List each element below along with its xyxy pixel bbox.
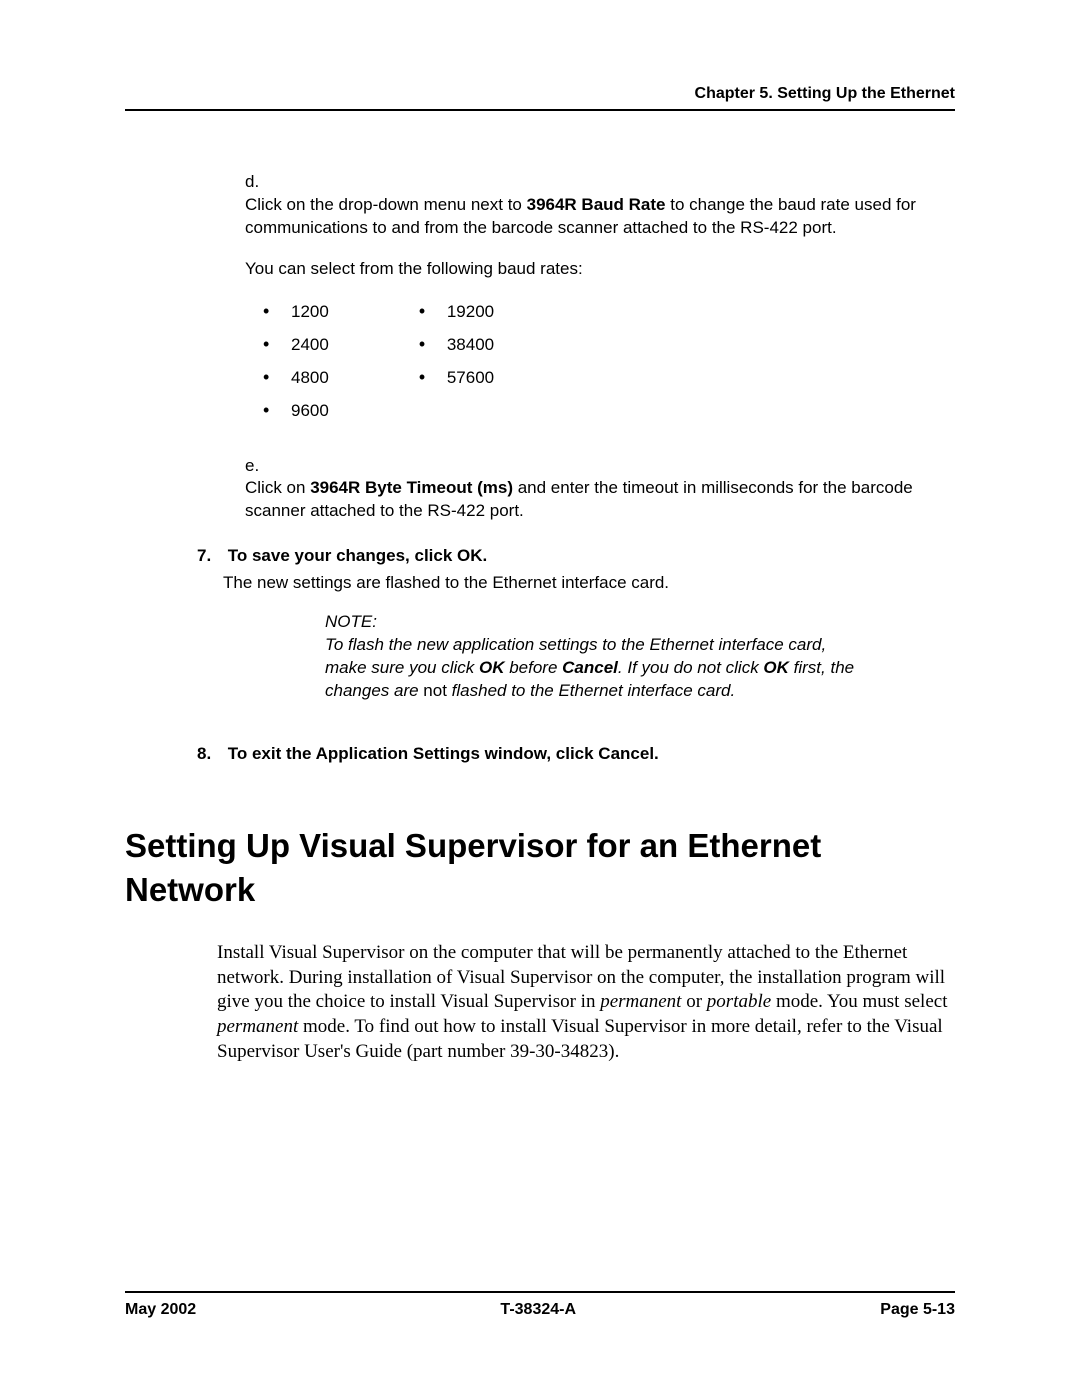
baud-item: 38400 <box>419 332 494 357</box>
note-block: NOTE: To flash the new application setti… <box>325 611 925 703</box>
baud-col-left: 1200 2400 4800 9600 <box>263 299 329 431</box>
substep-e-text: Click on 3964R Byte Timeout (ms) and ent… <box>245 477 923 523</box>
footer-date: May 2002 <box>125 1301 196 1319</box>
substep-e-marker: e. <box>245 455 273 478</box>
baud-item: 9600 <box>263 398 329 423</box>
step-8: 8. To exit the Application Settings wind… <box>197 743 955 766</box>
baud-item: 19200 <box>419 299 494 324</box>
substep-d-text: Click on the drop-down menu next to 3964… <box>245 194 923 240</box>
note-label: NOTE: <box>325 611 383 634</box>
baud-item: 57600 <box>419 365 494 390</box>
note-body: To flash the new application settings to… <box>325 634 863 703</box>
page-content: d. Click on the drop-down menu next to 3… <box>125 171 955 1064</box>
step-8-head: To exit the Application Settings window,… <box>228 743 659 766</box>
chapter-title: Chapter 5. Setting Up the Ethernet <box>695 85 955 102</box>
baud-item: 2400 <box>263 332 329 357</box>
step-7-num: 7. <box>197 545 223 568</box>
baud-col-right: 19200 38400 57600 <box>419 299 494 431</box>
substep-e: e. Click on 3964R Byte Timeout (ms) and … <box>245 455 955 524</box>
baud-item: 1200 <box>263 299 329 324</box>
baud-item: 4800 <box>263 365 329 390</box>
page-footer: May 2002 T-38324-A Page 5-13 <box>125 1291 955 1319</box>
step-7-head: To save your changes, click OK. <box>228 545 488 568</box>
footer-pagenum: Page 5-13 <box>880 1301 955 1319</box>
substep-d-marker: d. <box>245 171 273 194</box>
step-7: 7. To save your changes, click OK. The n… <box>197 545 955 595</box>
baud-intro: You can select from the following baud r… <box>245 258 923 281</box>
section-paragraph: Install Visual Supervisor on the compute… <box>217 941 955 1064</box>
footer-docid: T-38324-A <box>500 1301 576 1319</box>
baud-rate-list: 1200 2400 4800 9600 19200 38400 57600 <box>263 299 923 431</box>
step-8-num: 8. <box>197 743 223 766</box>
page-header: Chapter 5. Setting Up the Ethernet <box>125 85 955 111</box>
step-7-sub: The new settings are flashed to the Ethe… <box>223 572 955 595</box>
substep-d: d. Click on the drop-down menu next to 3… <box>245 171 955 431</box>
section-heading: Setting Up Visual Supervisor for an Ethe… <box>125 824 955 913</box>
